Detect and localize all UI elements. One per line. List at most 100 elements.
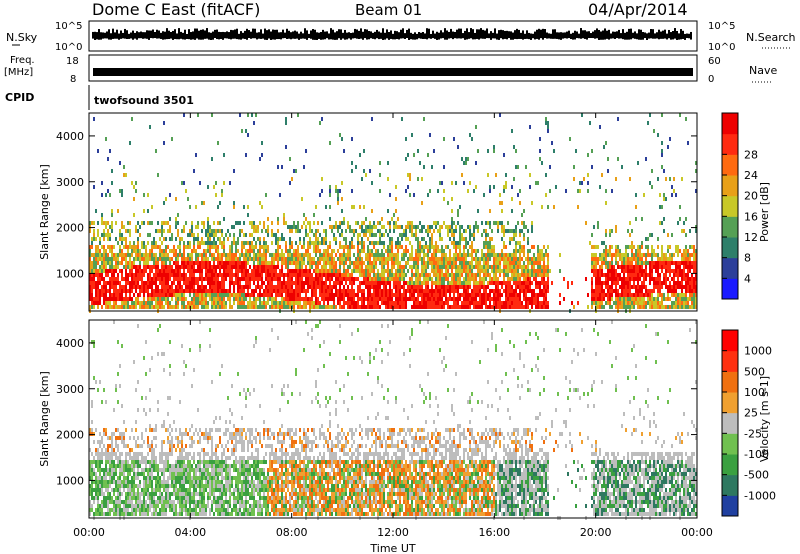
heatmap-cell [187, 197, 189, 201]
heatmap-cell [543, 285, 545, 289]
heatmap-cell [341, 181, 343, 185]
heatmap-cell [617, 249, 619, 253]
heatmap-cell [407, 185, 409, 189]
heatmap-cell [251, 301, 253, 305]
heatmap-cell [385, 249, 387, 253]
heatmap-cell [325, 269, 327, 273]
heatmap-cell [375, 253, 377, 257]
heatmap-cell [523, 233, 525, 237]
heatmap-cell [307, 253, 309, 257]
noise-sample [146, 30, 148, 39]
heatmap-cell [201, 257, 203, 261]
heatmap-cell [369, 265, 371, 269]
heatmap-cell [393, 305, 395, 309]
heatmap-cell [187, 257, 189, 261]
heatmap-cell [483, 281, 485, 285]
heatmap-cell [317, 301, 319, 305]
heatmap-cell [401, 277, 403, 281]
heatmap-cell [515, 281, 517, 285]
heatmap-cell [109, 245, 111, 249]
heatmap-cell [637, 281, 639, 285]
heatmap-cell [223, 265, 225, 269]
heatmap-cell [141, 253, 143, 257]
heatmap-cell [303, 221, 305, 225]
heatmap-cell [347, 277, 349, 281]
heatmap-cell [281, 253, 283, 257]
heatmap-cell [325, 205, 327, 209]
heatmap-cell [513, 301, 515, 305]
heatmap-cell [531, 297, 533, 301]
heatmap-cell [193, 233, 195, 237]
heatmap-cell [233, 257, 235, 261]
heatmap-cell [153, 289, 155, 293]
heatmap-cell [177, 289, 179, 293]
heatmap-cell [313, 281, 315, 285]
heatmap-cell [393, 213, 395, 217]
heatmap-cell [271, 273, 273, 277]
heatmap-cell [127, 281, 129, 285]
heatmap-cell [475, 305, 477, 309]
heatmap-cell [439, 225, 441, 229]
heatmap-cell [333, 273, 335, 277]
noise-sample [686, 33, 688, 39]
heatmap-cell [663, 265, 665, 269]
heatmap-cell [295, 293, 297, 297]
heatmap-cell [411, 257, 413, 261]
heatmap-cell [459, 285, 461, 289]
heatmap-cell [141, 273, 143, 277]
heatmap-cell [163, 269, 165, 273]
heatmap-cell [373, 277, 375, 281]
noise-sample [278, 32, 280, 40]
heatmap-cell [641, 289, 643, 293]
noise-right-label: N.Search [746, 31, 796, 44]
heatmap-cell [207, 289, 209, 293]
heatmap-cell [615, 257, 617, 261]
heatmap-cell [673, 293, 675, 297]
noise-sample [444, 28, 446, 40]
heatmap-cell [307, 221, 309, 225]
heatmap-cell [461, 253, 463, 257]
heatmap-cell [341, 253, 343, 257]
heatmap-cell [383, 233, 385, 237]
heatmap-cell [123, 245, 125, 249]
noise-sample [544, 29, 546, 39]
heatmap-cell [93, 301, 95, 305]
heatmap-cell [339, 253, 341, 257]
heatmap-cell [665, 285, 667, 289]
heatmap-cell [405, 237, 407, 241]
noise-sample [96, 32, 98, 40]
heatmap-cell [213, 277, 215, 281]
noise-sample [636, 33, 638, 40]
heatmap-cell [341, 221, 343, 225]
heatmap-cell [131, 249, 133, 253]
heatmap-cell [285, 121, 287, 125]
heatmap-cell [615, 253, 617, 257]
heatmap-cell [211, 301, 213, 305]
heatmap-cell [677, 269, 679, 273]
heatmap-cell [379, 237, 381, 241]
heatmap-cell [229, 269, 231, 273]
heatmap-cell [503, 265, 505, 269]
heatmap-cell [309, 277, 311, 281]
heatmap-cell [103, 261, 105, 265]
heatmap-cell [547, 121, 549, 125]
heatmap-cell [659, 193, 661, 197]
heatmap-cell [161, 305, 163, 309]
heatmap-cell [495, 285, 497, 289]
heatmap-cell [473, 273, 475, 277]
heatmap-cell [229, 249, 231, 253]
heatmap-cell [129, 261, 131, 265]
heatmap-cell [269, 305, 271, 309]
heatmap-cell [611, 277, 613, 281]
heatmap-cell [211, 229, 213, 233]
heatmap-cell [649, 301, 651, 305]
heatmap-cell [605, 189, 607, 193]
heatmap-cell [409, 257, 411, 261]
heatmap-cell [345, 281, 347, 285]
heatmap-cell [605, 261, 607, 265]
heatmap-cell [333, 293, 335, 297]
heatmap-cell [147, 209, 149, 213]
heatmap-cell [293, 273, 295, 277]
heatmap-cell [497, 289, 499, 293]
heatmap-cell [397, 225, 399, 229]
